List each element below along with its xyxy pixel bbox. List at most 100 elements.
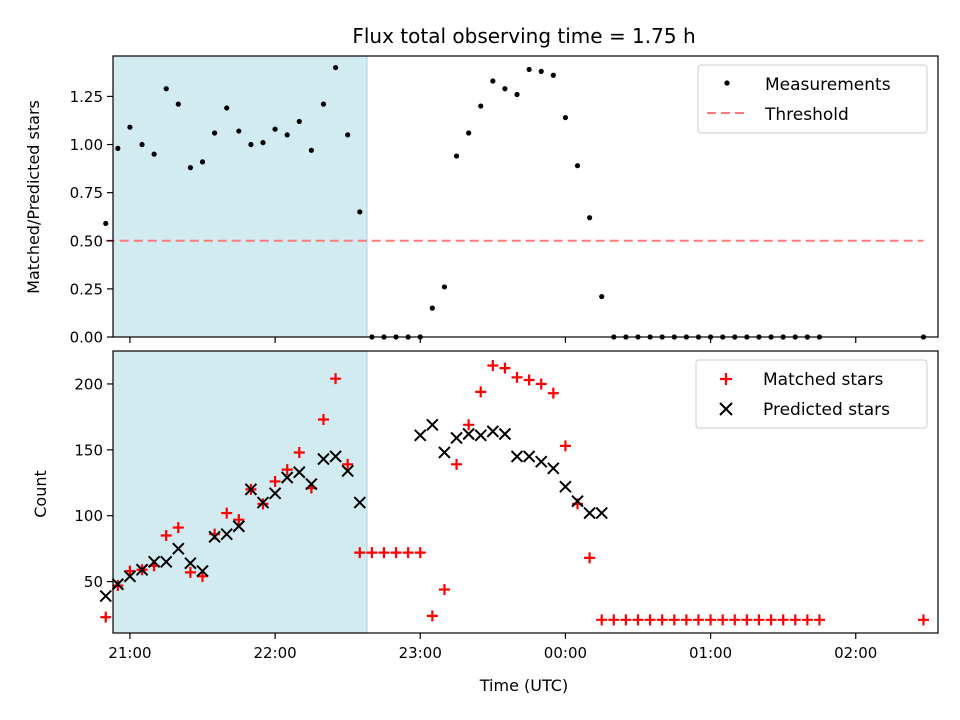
matched-star-point	[801, 614, 813, 626]
matched-star-point	[475, 386, 487, 398]
matched-star-point	[741, 614, 753, 626]
predicted-star-point	[268, 487, 282, 500]
measurement-point	[599, 293, 605, 300]
matched-star-point	[644, 614, 656, 626]
matched-star-point	[317, 414, 329, 426]
y-tick-label: 0.50	[70, 232, 103, 250]
predicted-star-point	[535, 455, 548, 468]
y-tick-label: 0.25	[70, 280, 103, 298]
matched-star-point	[656, 614, 668, 626]
matched-star-point	[463, 419, 475, 431]
measurement-point	[429, 305, 435, 311]
x-tick-label: 22:00	[253, 644, 296, 662]
measurement-point	[175, 101, 181, 107]
top-y-axis-label: Matched/Predicted stars	[24, 100, 43, 294]
matched-star-point	[124, 565, 136, 577]
top-x-ticks	[129, 337, 857, 343]
top-shaded-region	[112, 55, 368, 338]
predicted-star-point	[462, 427, 475, 441]
predicted-star-point	[99, 589, 112, 603]
top-panel: 0.00 0.25 0.50 0.75 1.00 1.25 Matched/Predict…	[24, 55, 939, 347]
y-tick-label: 1.25	[70, 88, 103, 106]
matched-star-point	[414, 547, 426, 559]
y-tick-label: 0.00	[70, 329, 103, 347]
bottom-legend-box	[695, 359, 928, 429]
predicted-star-point	[547, 462, 560, 475]
top-y-ticks: 0.00 0.25 0.50 0.75 1.00 1.25	[70, 88, 113, 347]
measurement-point	[538, 68, 544, 74]
matched-star-point	[438, 584, 450, 596]
predicted-star-point	[595, 506, 608, 520]
matched-star-point	[100, 611, 112, 623]
measurement-point	[441, 284, 448, 290]
bottom-panel: 50 100 150 200 21:00 22:00 23:00 00:00 01:00 02:…	[31, 350, 939, 695]
predicted-star-point	[353, 496, 366, 509]
measurement-point	[574, 163, 581, 169]
matched-star-point	[511, 371, 523, 383]
measurement-point	[224, 105, 230, 111]
y-tick-label: 200	[74, 375, 103, 393]
matched-star-point	[777, 614, 789, 626]
measurement-point	[562, 114, 569, 121]
top-axes-frame	[112, 55, 939, 338]
x-tick-label: 00:00	[544, 644, 587, 662]
predicted-star-point	[474, 429, 487, 442]
legend-measurements-label: Measurements	[765, 75, 891, 95]
x-axis-label: Time (UTC)	[479, 676, 568, 695]
matched-star-point	[789, 614, 801, 626]
x-tick-label: 01:00	[689, 644, 732, 662]
predicted-star-point	[329, 450, 342, 463]
measurement-point	[163, 86, 169, 92]
predicted-star-point	[583, 506, 596, 520]
predicted-star-point	[184, 556, 197, 570]
measurement-point	[248, 141, 254, 148]
y-tick-label: 150	[74, 441, 103, 459]
predicted-star-point	[196, 564, 209, 578]
measurement-point	[212, 130, 218, 136]
measurement-point	[236, 128, 242, 134]
predicted-star-point	[498, 427, 512, 441]
predicted-star-point	[341, 464, 354, 478]
matched-star-point	[330, 373, 342, 385]
matched-star-point	[632, 614, 644, 626]
bottom-legend: Matched stars Predicted stars	[695, 359, 928, 429]
matched-star-point	[608, 614, 620, 626]
matched-star-point	[184, 566, 196, 578]
legend-predicted-label: Predicted stars	[763, 400, 890, 420]
matched-star-point	[390, 547, 402, 559]
legend-threshold-label: Threshold	[764, 105, 849, 125]
predicted-star-point	[160, 555, 173, 569]
measurement-point	[345, 132, 351, 138]
measurement-point	[332, 64, 339, 71]
chart-title: Flux total observing time = 1.75 h	[352, 24, 695, 48]
legend-predicted-marker	[719, 402, 733, 416]
predicted-star-point	[317, 452, 330, 466]
matched-star-point	[680, 614, 692, 626]
y-tick-label: 1.00	[70, 136, 103, 154]
predicted-star-point	[220, 527, 233, 541]
measurement-point	[103, 220, 109, 227]
matched-star-point	[451, 458, 463, 470]
legend-matched-label: Matched stars	[763, 370, 883, 390]
bottom-axes-frame	[112, 350, 939, 634]
predicted-star-point	[522, 450, 536, 463]
measurement-point	[478, 103, 484, 109]
matched-star-point	[378, 547, 390, 559]
bottom-y-axis-label: Count	[31, 470, 50, 518]
matched-star-point	[426, 610, 438, 622]
matched-star-point	[729, 614, 741, 626]
matched-star-point	[620, 614, 632, 626]
matched-star-point	[535, 378, 547, 390]
top-legend-box	[697, 64, 928, 134]
predicted-star-point	[571, 495, 584, 508]
measurement-point	[308, 147, 314, 153]
predicted-star-point	[111, 578, 125, 591]
matched-star-point	[233, 514, 245, 526]
predicted-star-point	[559, 480, 572, 493]
measurement-point	[151, 151, 157, 157]
matched-star-point	[281, 464, 293, 476]
measurement-point	[550, 72, 556, 78]
measurement-point	[139, 141, 145, 148]
predicted-star-point	[208, 530, 221, 544]
